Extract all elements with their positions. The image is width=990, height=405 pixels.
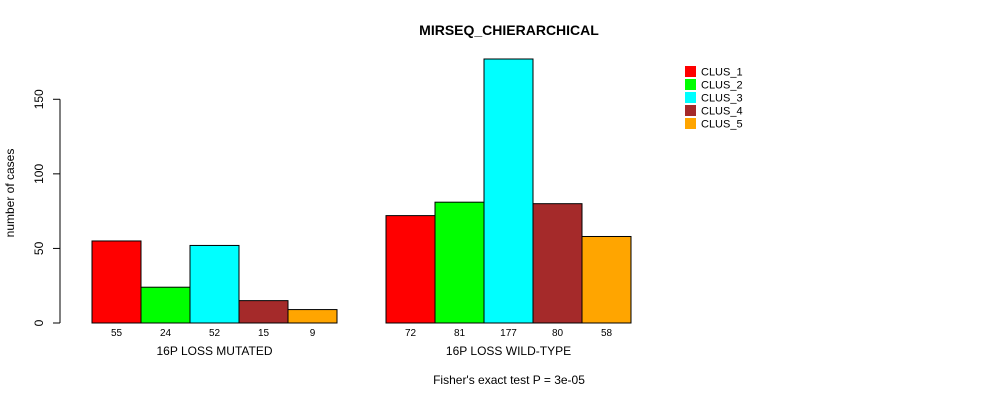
bar-clus-2: [140, 286, 191, 324]
bar-clus-3: [483, 58, 534, 324]
bar-clus-3: [189, 244, 240, 324]
legend-swatch: [685, 118, 696, 129]
legend-swatch: [685, 66, 696, 77]
group-labels: 16P LOSS MUTATED 16P LOSS WILD-TYPE: [156, 344, 571, 358]
legend-label: CLUS_5: [701, 119, 743, 131]
bar-value-label: 72: [405, 328, 417, 339]
bar-value-label: 52: [209, 328, 221, 339]
legend-label: CLUS_1: [701, 67, 743, 79]
group-label: 16P LOSS MUTATED: [156, 344, 272, 358]
bar-clus-1: [385, 215, 436, 324]
bar-value-label: 81: [454, 328, 466, 339]
group-label: 16P LOSS WILD-TYPE: [446, 344, 571, 358]
y-axis-label: number of cases: [3, 149, 17, 238]
y-tick-label: 100: [32, 164, 46, 184]
legend-label: CLUS_2: [701, 80, 743, 92]
bar-clus-4: [532, 203, 583, 324]
y-tick-label: 50: [32, 241, 46, 255]
bar-value-label: 15: [258, 328, 270, 339]
chart-title: MIRSEQ_CHIERARCHICAL: [419, 22, 599, 38]
legend-swatch: [685, 105, 696, 116]
bar-clus-4: [238, 300, 289, 324]
bar-value-label: 80: [552, 328, 564, 339]
bar-value-label: 24: [160, 328, 172, 339]
legend-swatch: [685, 92, 696, 103]
bar-clus-5: [581, 235, 632, 324]
legend-swatch: [685, 79, 696, 90]
legend-label: CLUS_4: [701, 106, 743, 118]
legend-label: CLUS_3: [701, 93, 743, 105]
bar-value-label: 55: [111, 328, 123, 339]
bar-clus-1: [91, 240, 142, 324]
y-axis: 0 50 100 150: [32, 89, 61, 326]
y-tick-label: 150: [32, 89, 46, 109]
bar-value-label: 9: [310, 328, 316, 339]
bar-value-label: 177: [500, 328, 517, 339]
bar-value-label: 58: [601, 328, 613, 339]
bar-clus-5: [287, 309, 338, 324]
bars: [91, 58, 632, 324]
y-tick-label: 0: [32, 319, 46, 326]
bar-clus-2: [434, 201, 485, 324]
bar-value-labels: 55 24 52 15 9 72 81 177 80 58: [111, 328, 613, 339]
fisher-test-footnote: Fisher's exact test P = 3e-05: [433, 373, 585, 387]
